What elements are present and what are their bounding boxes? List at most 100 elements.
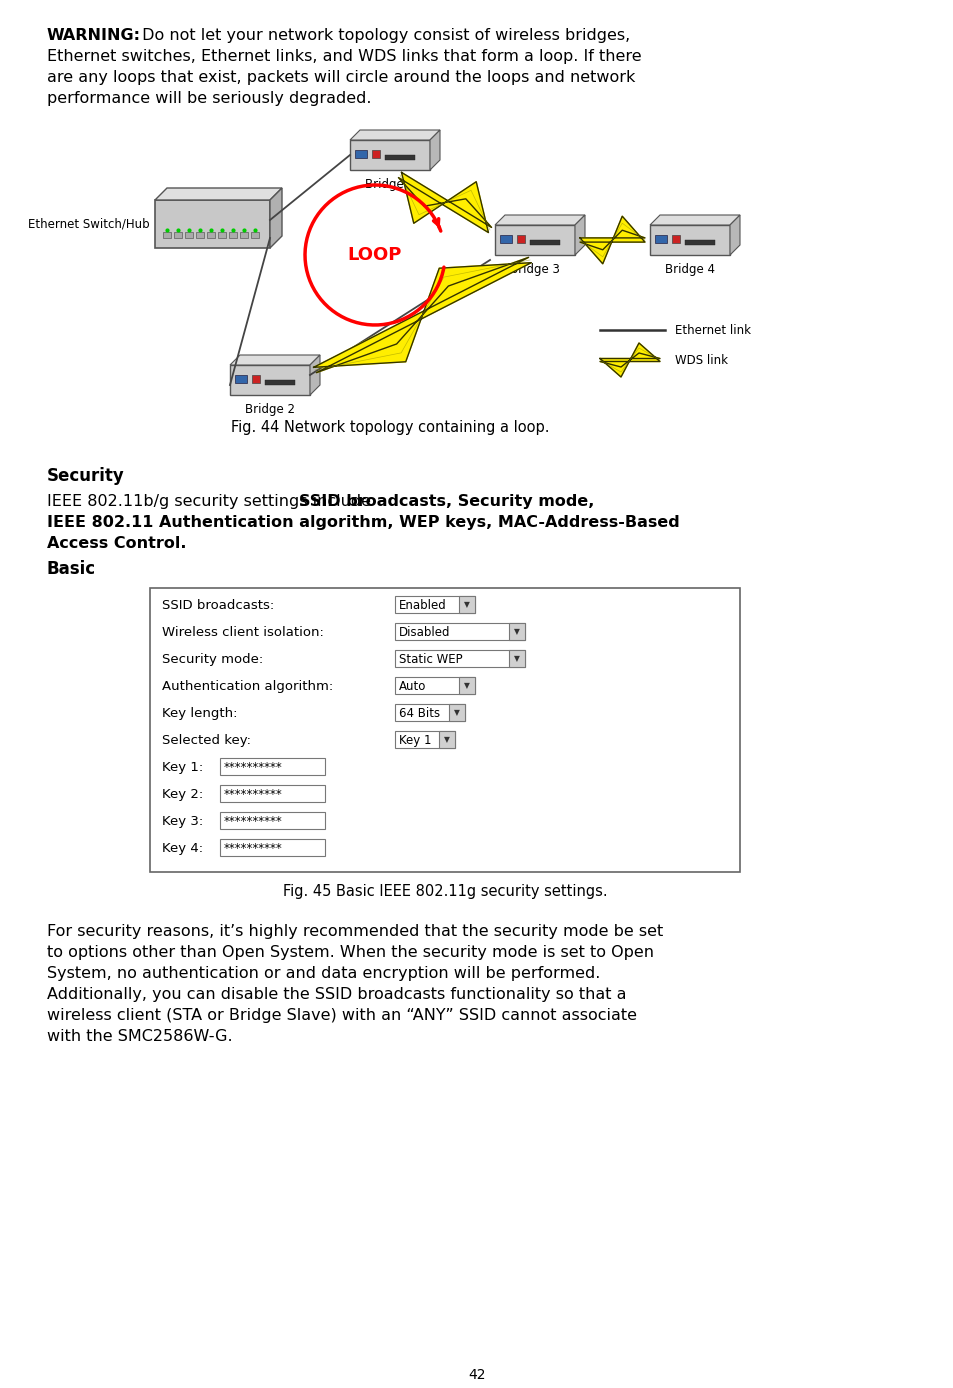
Polygon shape [230,355,319,365]
Bar [220,838,325,856]
Text: Do not let your network topology consist of wireless bridges,: Do not let your network topology consist… [137,28,630,43]
Bar [458,595,475,613]
Text: 42: 42 [468,1369,485,1382]
Text: are any loops that exist, packets will circle around the loops and network: are any loops that exist, packets will c… [47,69,635,85]
Bar [240,232,248,237]
Bar [229,232,236,237]
Bar [154,200,270,248]
Polygon shape [310,355,319,396]
Bar [234,375,247,383]
Text: Key length:: Key length: [162,706,237,719]
Text: ▼: ▼ [463,682,470,690]
Text: ▼: ▼ [454,708,459,718]
Bar [252,375,260,383]
Text: Basic: Basic [47,559,96,577]
Bar [395,731,455,748]
Text: Wireless client isolation:: Wireless client isolation: [162,626,323,638]
Text: ▼: ▼ [443,736,450,744]
Bar [265,380,294,384]
Text: Fig. 45 Basic IEEE 802.11g security settings.: Fig. 45 Basic IEEE 802.11g security sett… [282,884,607,899]
Bar [195,232,204,237]
Bar [395,595,475,613]
Bar [150,589,740,872]
Text: Key 2:: Key 2: [162,787,203,801]
Bar [185,232,193,237]
Bar [684,240,714,246]
Bar [218,232,226,237]
Text: Ethernet link: Ethernet link [675,323,750,336]
Bar [438,731,455,748]
Bar [220,786,325,802]
Bar [220,812,325,829]
Text: Key 4:: Key 4: [162,841,203,855]
Bar [207,232,214,237]
Bar [395,704,464,720]
Text: ▼: ▼ [514,655,519,663]
Text: ▼: ▼ [514,627,519,637]
Text: Key 3:: Key 3: [162,815,203,827]
Text: Ethernet switches, Ethernet links, and WDS links that form a loop. If there: Ethernet switches, Ethernet links, and W… [47,49,641,64]
Text: SSID broadcasts, Security mode,: SSID broadcasts, Security mode, [299,494,594,509]
Polygon shape [398,172,491,233]
Text: Auto: Auto [398,680,426,693]
Text: Disabled: Disabled [398,626,450,638]
Text: **********: ********** [224,761,282,773]
Bar [355,150,367,158]
Text: Key 1:: Key 1: [162,761,203,773]
Bar [395,623,524,640]
Bar [509,650,524,668]
Text: **********: ********** [224,815,282,827]
Text: WARNING:: WARNING: [47,28,141,43]
Bar [385,155,415,160]
Text: Key 1: Key 1 [398,733,431,747]
Polygon shape [350,130,439,140]
Text: Static WEP: Static WEP [398,652,462,665]
Text: Authentication algorithm:: Authentication algorithm: [162,680,333,693]
Bar [395,650,524,668]
Text: Selected key:: Selected key: [162,733,251,747]
Bar [655,235,666,243]
Polygon shape [649,215,740,225]
Bar [499,235,512,243]
Text: IEEE 802.11b/g security settings include: IEEE 802.11b/g security settings include [47,494,375,509]
Text: Security mode:: Security mode: [162,652,263,665]
Bar [671,235,679,243]
Text: with the SMC2586W-G.: with the SMC2586W-G. [47,1029,233,1044]
Bar [220,758,325,775]
Bar [173,232,182,237]
Text: Bridge 2: Bridge 2 [245,403,294,416]
Bar [530,240,559,246]
Polygon shape [495,215,584,225]
Bar [372,150,379,158]
Polygon shape [270,187,282,248]
Text: **********: ********** [224,787,282,801]
Polygon shape [314,257,531,372]
Text: performance will be seriously degraded.: performance will be seriously degraded. [47,92,371,105]
Polygon shape [575,215,584,255]
Bar [395,677,475,694]
Text: to options other than Open System. When the security mode is set to Open: to options other than Open System. When … [47,945,654,960]
Text: **********: ********** [224,841,282,855]
Text: Access Control.: Access Control. [47,536,186,551]
Text: IEEE 802.11 Authentication algorithm, WEP keys, MAC-Address-Based: IEEE 802.11 Authentication algorithm, WE… [47,515,679,530]
Bar [163,232,171,237]
Bar [649,225,729,255]
Text: ▼: ▼ [463,601,470,609]
Bar [251,232,258,237]
Text: 64 Bits: 64 Bits [398,706,439,719]
Bar [449,704,464,720]
Text: For security reasons, it’s highly recommended that the security mode be set: For security reasons, it’s highly recomm… [47,924,662,940]
Text: wireless client (STA or Bridge Slave) with an “ANY” SSID cannot associate: wireless client (STA or Bridge Slave) wi… [47,1008,637,1023]
Bar [509,623,524,640]
Text: Additionally, you can disable the SSID broadcasts functionality so that a: Additionally, you can disable the SSID b… [47,987,626,1002]
Text: SSID broadcasts:: SSID broadcasts: [162,598,274,612]
Text: Bridge 3: Bridge 3 [510,262,559,276]
Text: LOOP: LOOP [348,246,402,264]
Polygon shape [729,215,740,255]
Text: Bridge 4: Bridge 4 [664,262,714,276]
Text: Security: Security [47,466,125,484]
Bar [458,677,475,694]
Text: WDS link: WDS link [675,354,727,366]
Polygon shape [599,343,659,378]
Text: Enabled: Enabled [398,598,446,612]
